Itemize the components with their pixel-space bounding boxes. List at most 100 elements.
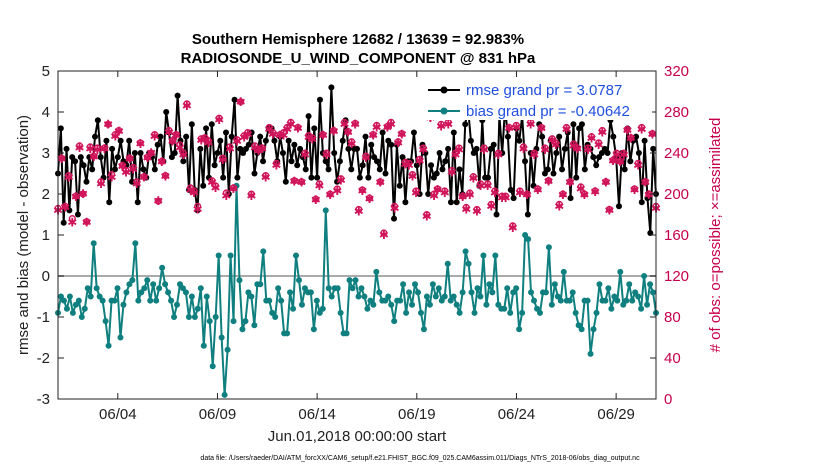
rmse-point: [140, 166, 147, 173]
assimilated-marker: ✱: [218, 153, 228, 167]
bias-point: [608, 305, 615, 312]
rmse-point: [60, 219, 67, 226]
bias-point: [87, 293, 94, 300]
assimilated-marker: ✱: [168, 135, 178, 149]
bias-point: [492, 252, 499, 259]
assimilated-marker: ✱: [207, 176, 217, 190]
bias-point: [355, 293, 362, 300]
possible-marker: [623, 125, 631, 133]
possible-marker: [122, 166, 130, 174]
rmse-point: [131, 150, 138, 156]
bias-point: [120, 301, 127, 308]
possible-marker: [194, 202, 202, 210]
possible-marker: [416, 155, 424, 163]
bias-point: [227, 252, 234, 259]
bias-point: [275, 285, 282, 292]
possible-marker: [491, 187, 499, 195]
left-tick-label: 2: [42, 186, 50, 203]
assimilated-marker: ✱: [404, 158, 414, 172]
bias-point: [358, 285, 365, 292]
assimilated-marker: ✱: [339, 117, 349, 131]
rmse-point: [615, 203, 622, 210]
bias-point: [203, 293, 210, 300]
rmse-point: [621, 166, 628, 173]
chart-title-line2: RADIOSONDE_U_WIND_COMPONENT @ 831 hPa: [181, 50, 536, 67]
legend-marker-0: [440, 86, 448, 94]
bias-point: [435, 285, 442, 292]
rmse-point: [439, 166, 446, 173]
rmse-point: [467, 137, 474, 144]
assimilated-marker: ✱: [390, 201, 400, 215]
assimilated-marker: ✱: [110, 130, 120, 144]
possible-marker: [376, 178, 384, 186]
assimilated-marker: ✱: [508, 221, 518, 235]
bias-point: [209, 363, 216, 370]
bias-point: [295, 277, 302, 284]
rmse-point: [359, 162, 366, 169]
possible-marker: [348, 138, 356, 146]
bias-point: [197, 285, 204, 292]
assimilated-marker: ✱: [253, 144, 263, 158]
bias-point: [471, 309, 478, 316]
rmse-point: [74, 211, 81, 218]
rmse-point: [462, 121, 469, 128]
right-tick-label: 80: [664, 309, 681, 326]
bias-point: [486, 281, 493, 288]
possible-marker: [648, 129, 656, 138]
assimilated-marker: ✱: [114, 124, 124, 138]
rmse-point: [339, 137, 346, 144]
rmse-point: [354, 145, 360, 152]
possible-marker: [58, 154, 66, 162]
assimilated-marker: ✱: [458, 190, 468, 204]
assimilated-marker: ✱: [479, 143, 489, 157]
bias-point: [60, 297, 67, 304]
rmse-point: [410, 129, 417, 136]
possible-marker: [405, 159, 413, 167]
assimilated-marker: ✱: [522, 188, 532, 202]
bias-point: [81, 305, 88, 312]
bias-point: [260, 248, 267, 255]
assimilated-marker: ✱: [540, 143, 550, 157]
bias-point: [200, 342, 207, 349]
bias-point: [69, 309, 76, 316]
assimilated-marker: ✱: [454, 143, 464, 157]
bias-point: [284, 330, 291, 337]
assimilated-marker: ✱: [518, 142, 528, 156]
rmse-point: [556, 133, 563, 140]
possible-marker: [172, 131, 180, 139]
assimilated-marker: ✱: [311, 193, 321, 207]
assimilated-marker: ✱: [465, 188, 475, 202]
possible-marker: [566, 178, 574, 186]
bias-point: [242, 318, 249, 325]
possible-marker: [559, 190, 567, 198]
assimilated-marker: ✱: [497, 191, 507, 205]
assimilated-marker: ✱: [612, 148, 622, 162]
assimilated-marker: ✱: [368, 129, 378, 143]
assimilated-marker: ✱: [160, 170, 170, 184]
rmse-point: [559, 166, 566, 173]
assimilated-marker: ✱: [450, 148, 460, 162]
possible-marker: [126, 154, 134, 162]
possible-marker: [369, 131, 377, 139]
bias-point: [638, 305, 645, 312]
bias-point: [123, 289, 130, 296]
rmse-point: [379, 129, 386, 136]
rmse-point: [57, 125, 64, 132]
rmse-point: [92, 133, 99, 140]
possible-marker: [380, 229, 388, 237]
bias-point: [644, 301, 651, 308]
possible-marker: [262, 172, 270, 180]
rmse-point: [260, 158, 267, 165]
bias-point: [465, 260, 472, 267]
possible-marker: [97, 178, 105, 186]
right-tick-label: 320: [664, 63, 689, 80]
possible-marker: [412, 187, 420, 195]
assimilated-marker: ✱: [436, 119, 446, 133]
possible-marker: [391, 202, 399, 210]
assimilated-marker: ✱: [511, 120, 521, 134]
rmse-point: [126, 137, 133, 144]
rmse-point: [402, 199, 409, 206]
bias-point: [513, 285, 520, 292]
rmse-point: [573, 174, 580, 181]
left-tick-label: 0: [42, 268, 50, 285]
